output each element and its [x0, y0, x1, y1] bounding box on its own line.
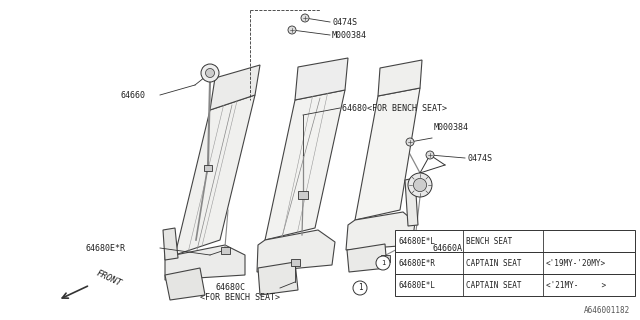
- Text: 64680E*R: 64680E*R: [398, 259, 435, 268]
- Text: M000384: M000384: [332, 30, 367, 39]
- Circle shape: [406, 138, 414, 146]
- Circle shape: [408, 173, 432, 197]
- Circle shape: [301, 14, 309, 22]
- Circle shape: [201, 64, 219, 82]
- Text: 64660A: 64660A: [432, 244, 462, 252]
- Polygon shape: [295, 58, 348, 100]
- Text: 64680E*L: 64680E*L: [398, 281, 435, 290]
- Text: 0474S: 0474S: [332, 18, 357, 27]
- Bar: [395, 274, 635, 296]
- Polygon shape: [165, 245, 245, 280]
- Polygon shape: [347, 244, 387, 272]
- Polygon shape: [257, 230, 335, 272]
- Polygon shape: [175, 95, 255, 255]
- Text: <'19MY-'20MY>: <'19MY-'20MY>: [546, 259, 606, 268]
- Bar: [204, 165, 212, 171]
- Text: M000384: M000384: [434, 123, 469, 132]
- Bar: [395, 252, 635, 274]
- Text: 64680<FOR BENCH SEAT>: 64680<FOR BENCH SEAT>: [342, 103, 447, 113]
- Polygon shape: [165, 268, 205, 300]
- Circle shape: [288, 26, 296, 34]
- Polygon shape: [258, 262, 298, 295]
- Circle shape: [205, 68, 214, 77]
- Text: A646001182: A646001182: [584, 306, 630, 315]
- Polygon shape: [405, 178, 418, 226]
- Bar: [381, 254, 390, 261]
- Text: 64680C: 64680C: [215, 284, 245, 292]
- Bar: [395, 230, 635, 252]
- Circle shape: [376, 256, 390, 270]
- Bar: [291, 259, 300, 266]
- Circle shape: [426, 151, 434, 159]
- Circle shape: [353, 281, 367, 295]
- Text: 64680E*L: 64680E*L: [398, 236, 435, 245]
- Polygon shape: [210, 65, 260, 110]
- Text: <'21MY-     >: <'21MY- >: [546, 281, 606, 290]
- Text: CAPTAIN SEAT: CAPTAIN SEAT: [466, 281, 522, 290]
- Polygon shape: [346, 212, 415, 250]
- Text: 1: 1: [381, 260, 385, 266]
- Bar: [298, 191, 308, 199]
- Text: CAPTAIN SEAT: CAPTAIN SEAT: [466, 259, 522, 268]
- Text: <FOR BENCH SEAT>: <FOR BENCH SEAT>: [200, 293, 280, 302]
- Polygon shape: [355, 88, 420, 220]
- Bar: [221, 246, 230, 253]
- Text: FRONT: FRONT: [95, 268, 123, 288]
- Text: BENCH SEAT: BENCH SEAT: [466, 236, 512, 245]
- Circle shape: [413, 179, 427, 192]
- Text: 64660: 64660: [120, 91, 145, 100]
- Text: 1: 1: [358, 284, 362, 292]
- Text: 64680E*R: 64680E*R: [85, 244, 125, 252]
- Text: 0474S: 0474S: [467, 154, 492, 163]
- Polygon shape: [163, 228, 178, 260]
- Polygon shape: [378, 60, 422, 96]
- Polygon shape: [265, 90, 345, 240]
